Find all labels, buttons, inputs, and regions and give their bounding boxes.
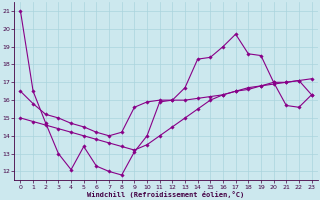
- X-axis label: Windchill (Refroidissement éolien,°C): Windchill (Refroidissement éolien,°C): [87, 191, 245, 198]
